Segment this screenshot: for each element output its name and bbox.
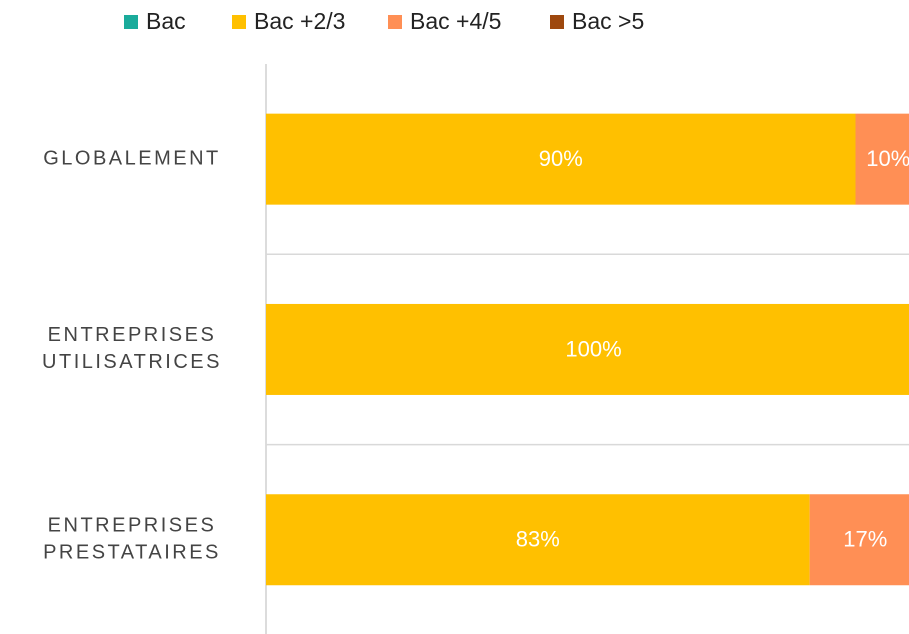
bar-segment	[855, 113, 909, 205]
data-label: 90%	[539, 146, 583, 171]
category-label: PRESTATAIRES	[43, 542, 221, 564]
legend-label: Bac >5	[572, 8, 644, 34]
data-label: 100%	[565, 336, 621, 361]
legend-swatch	[124, 15, 138, 29]
legend-label: Bac +2/3	[254, 8, 345, 34]
legend-swatch	[388, 15, 402, 29]
legend-swatch	[232, 15, 246, 29]
data-label: 83%	[516, 527, 560, 552]
legend-label: Bac +4/5	[410, 8, 501, 34]
bar-segment	[266, 494, 810, 586]
bar-segment	[809, 494, 909, 586]
category-label: UTILISATRICES	[42, 351, 222, 373]
bar-segment	[266, 303, 909, 395]
bar-segment	[266, 113, 856, 205]
category-label: GLOBALEMENT	[43, 147, 221, 169]
category-label: ENTREPRISES	[48, 324, 217, 346]
data-label: 10%	[866, 146, 909, 171]
data-label: 17%	[843, 527, 887, 552]
category-label: ENTREPRISES	[48, 515, 217, 537]
legend-label: Bac	[146, 8, 186, 34]
legend-swatch	[550, 15, 564, 29]
